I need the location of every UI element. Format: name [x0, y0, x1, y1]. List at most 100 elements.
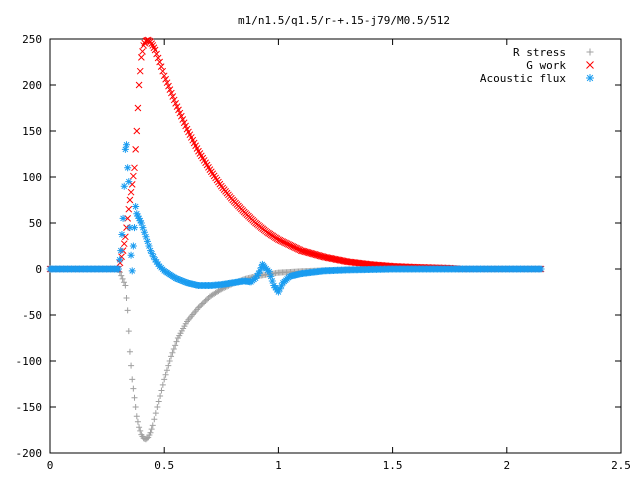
y-tick-label: -50 [22, 309, 42, 322]
axes: 0 0.5 1 1.5 2 2.5 -200 -150 -100 -50 0 50 100 150 200 2… [16, 33, 631, 472]
data-point [154, 404, 161, 410]
legend-marker-r-stress [586, 48, 594, 56]
y-tick-label: 200 [22, 79, 42, 92]
data-point [162, 75, 169, 83]
data-point [116, 256, 124, 264]
data-point [142, 233, 150, 241]
legend-label-g-work: G work [526, 59, 566, 72]
data-point [121, 279, 128, 286]
data-point [149, 422, 156, 429]
data-point [151, 46, 159, 54]
data-point [148, 250, 156, 258]
data-point [119, 214, 127, 222]
data-point [166, 86, 174, 93]
data-point [136, 67, 144, 75]
series-r-stress [47, 266, 545, 443]
data-point [125, 328, 132, 335]
data-point [537, 265, 545, 273]
data-point [274, 288, 282, 296]
data-point [195, 304, 202, 311]
y-tick-label: 250 [22, 33, 42, 46]
data-point [133, 413, 140, 420]
data-point [180, 278, 188, 286]
data-point [117, 247, 125, 255]
y-tick-label: -100 [16, 355, 43, 368]
data-point [128, 362, 135, 369]
data-point [323, 254, 331, 261]
data-point [170, 96, 178, 104]
data-point [134, 104, 142, 112]
data-point [174, 275, 182, 283]
data-point [163, 367, 170, 374]
data-point [151, 416, 158, 423]
data-point [124, 164, 132, 172]
data-point [118, 231, 126, 238]
data-point [134, 212, 142, 220]
data-point [172, 342, 179, 349]
data-point [198, 301, 205, 308]
data-point [166, 358, 173, 364]
data-point [143, 237, 151, 245]
data-point [128, 267, 136, 275]
data-point [123, 294, 130, 301]
data-point [204, 296, 211, 303]
data-point [127, 188, 135, 196]
data-point [145, 242, 153, 250]
data-point [160, 72, 168, 80]
data-point [165, 362, 172, 369]
data-point [125, 205, 133, 213]
x-tick-label: 2.5 [611, 459, 631, 472]
data-point [339, 257, 347, 265]
data-point [123, 141, 131, 149]
data-point [119, 275, 126, 282]
data-point [252, 274, 260, 282]
data-point [126, 196, 134, 204]
data-point [133, 210, 141, 218]
data-point [134, 418, 141, 425]
data-point [173, 338, 180, 345]
y-tick-label: 50 [29, 217, 42, 230]
data-point [265, 268, 273, 276]
data-point [162, 371, 169, 378]
legend-marker-acoustic-flux [586, 74, 594, 82]
data-point [140, 228, 148, 236]
data-point [168, 353, 175, 360]
x-tick-label: 0.5 [154, 459, 174, 472]
data-point [153, 50, 160, 58]
data-point [199, 300, 206, 307]
data-point [327, 255, 335, 262]
y-tick-label: 0 [35, 263, 42, 276]
data-point [159, 381, 166, 388]
data-point [320, 253, 328, 261]
data-point [138, 54, 145, 61]
data-point [146, 247, 154, 255]
data-point [122, 282, 129, 289]
data-point [132, 404, 139, 410]
data-point [126, 224, 134, 232]
data-point [268, 277, 276, 285]
data-point [137, 427, 144, 434]
data-point [255, 269, 263, 277]
data-point [322, 253, 329, 261]
chart-title: m1/n1.5/q1.5/r-+.15-j79/M0.5/512 [238, 14, 450, 27]
data-point [338, 257, 345, 264]
series-acoustic-flux [46, 141, 545, 296]
data-point [165, 82, 172, 90]
x-tick-label: 2 [503, 459, 510, 472]
data-point [177, 277, 185, 284]
data-point [120, 240, 128, 248]
x-tick-label: 0 [47, 459, 54, 472]
data-point [158, 387, 165, 394]
data-point [139, 48, 146, 55]
data-point [167, 89, 175, 97]
x-tick-label: 1 [275, 459, 282, 472]
data-point [131, 164, 138, 172]
data-point [135, 81, 143, 89]
data-point [148, 426, 155, 433]
y-tick-label: -200 [16, 447, 43, 460]
data-point [276, 285, 284, 293]
data-point [159, 67, 167, 75]
data-point [172, 274, 180, 282]
data-point [139, 224, 147, 232]
